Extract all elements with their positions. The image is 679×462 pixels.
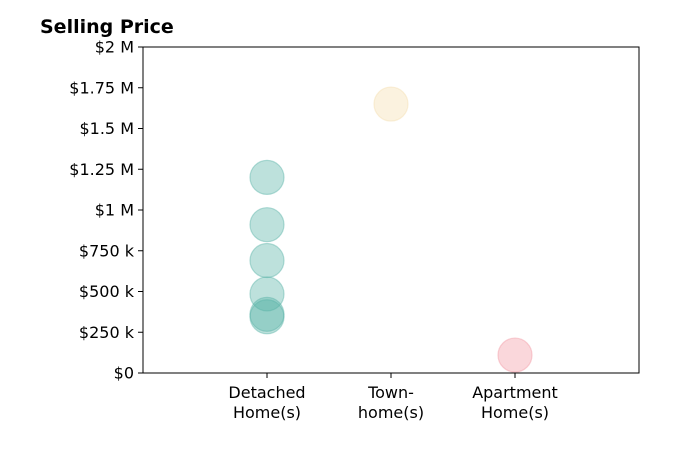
y-tick-label: $500 k [79,282,135,301]
data-point [373,86,409,122]
y-tick-label: $2 M [95,38,134,57]
data-point [249,159,285,195]
y-tick-label: $750 k [79,241,135,260]
data-point [497,337,533,373]
y-tick-label: $1.75 M [69,78,134,97]
x-tick-label: Detached Home(s) [228,383,305,422]
chart-title: Selling Price [40,16,174,38]
data-point [249,296,285,332]
x-axis: Detached Home(s) Town-home(s) Apartment Home… [228,373,558,422]
y-tick-label: $1.25 M [69,160,134,179]
points-layer [249,86,533,373]
data-point [249,276,285,312]
x-tick-label: Apartment Home(s) [472,383,558,422]
x-tick-label: Town-home(s) [358,383,424,422]
data-point [249,242,285,279]
y-tick-label: $250 k [79,323,135,342]
y-tick-label: $1 M [95,201,134,220]
y-tick-label: $1.5 M [79,119,134,138]
y-tick-label: $0 [114,364,134,383]
data-point [249,207,285,243]
plot-frame [142,46,640,374]
y-axis: $0 $250 k $500 k $750 k $1 M $1.25 M $1.5 M $1.… [69,38,143,383]
data-point [249,299,285,335]
